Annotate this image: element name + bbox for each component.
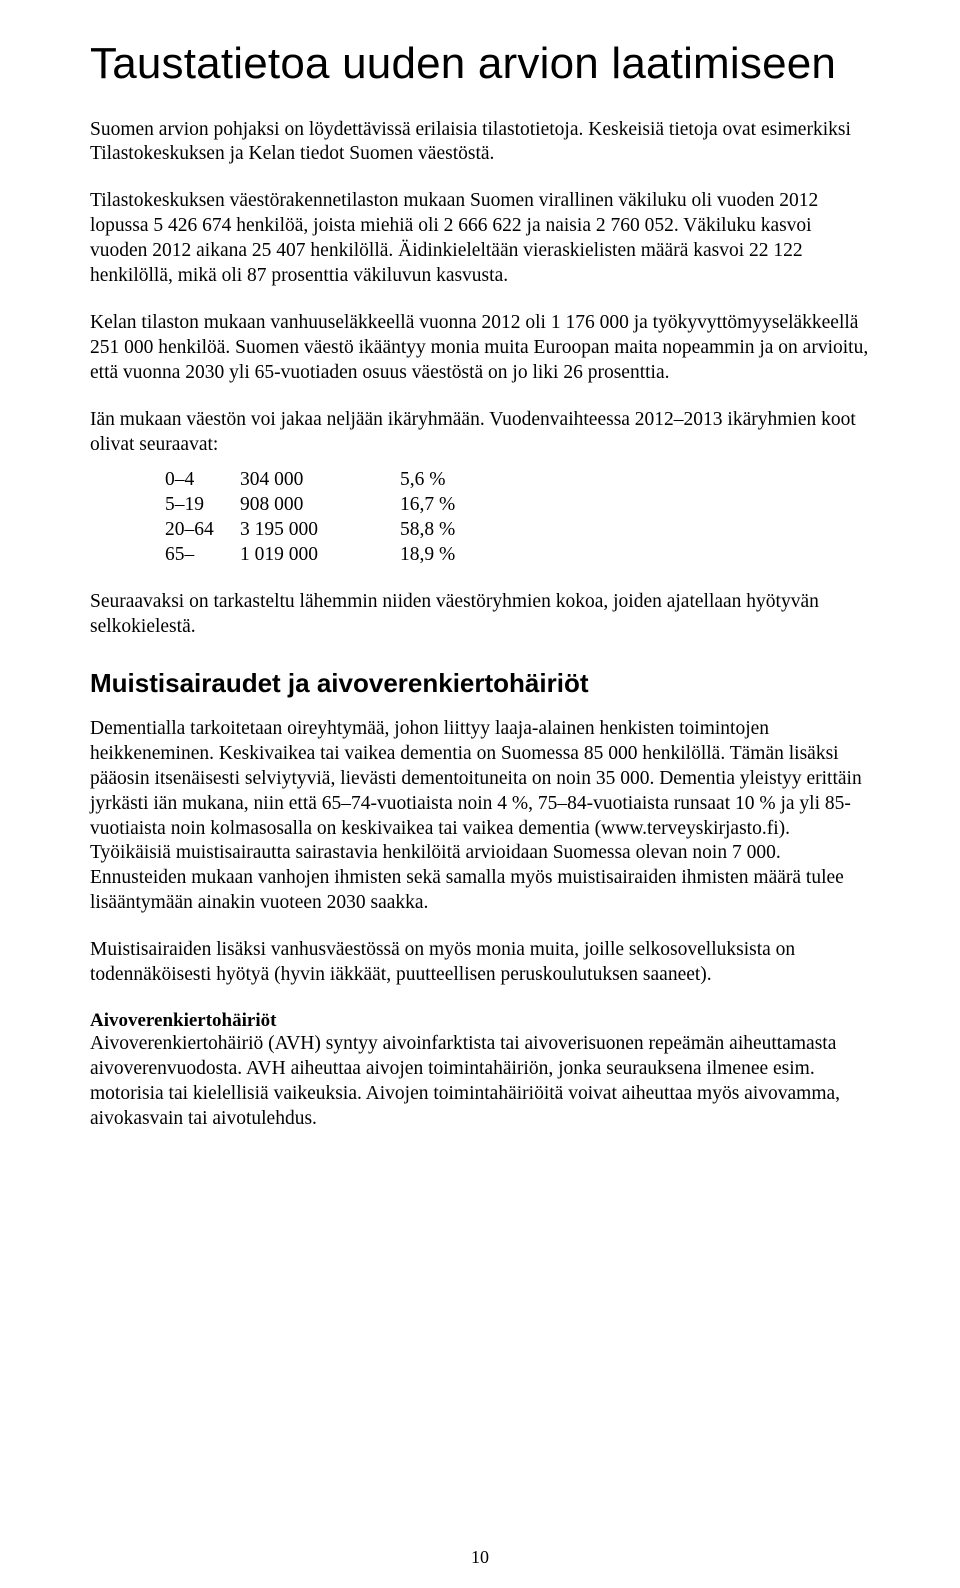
paragraph-intro: Suomen arvion pohjaksi on löydettävissä … <box>90 118 870 168</box>
age-count: 1 019 000 <box>240 543 400 568</box>
paragraph-kela-stats: Kelan tilaston mukaan vanhuuseläkkeellä … <box>90 311 870 386</box>
paragraph-followup: Seuraavaksi on tarkasteltu lähemmin niid… <box>90 590 870 640</box>
page-number: 10 <box>0 1547 960 1568</box>
age-count: 908 000 <box>240 493 400 518</box>
document-page: Taustatietoa uuden arvion laatimiseen Su… <box>0 0 960 1588</box>
age-group-table: 0–4 304 000 5,6 % 5–19 908 000 16,7 % 20… <box>90 468 870 568</box>
paragraph-dementia-2: Muistisairaiden lisäksi vanhusväestössä … <box>90 938 870 988</box>
sub-heading-avh: Aivoverenkiertohäiriöt <box>90 1010 870 1032</box>
table-row: 5–19 908 000 16,7 % <box>90 493 870 518</box>
age-count: 3 195 000 <box>240 518 400 543</box>
paragraph-agegroups-intro: Iän mukaan väestön voi jakaa neljään ikä… <box>90 408 870 458</box>
age-pct: 5,6 % <box>400 468 510 493</box>
table-row: 20–64 3 195 000 58,8 % <box>90 518 870 543</box>
paragraph-dementia-1: Dementialla tarkoitetaan oireyhtymää, jo… <box>90 717 870 917</box>
paragraph-population-stats: Tilastokeskuksen väestörakennetilaston m… <box>90 189 870 289</box>
age-pct: 18,9 % <box>400 543 510 568</box>
page-title: Taustatietoa uuden arvion laatimiseen <box>90 40 870 88</box>
age-range: 5–19 <box>90 493 240 518</box>
table-row: 65– 1 019 000 18,9 % <box>90 543 870 568</box>
age-range: 0–4 <box>90 468 240 493</box>
paragraph-avh: Aivoverenkiertohäiriö (AVH) syntyy aivoi… <box>90 1032 870 1132</box>
age-range: 20–64 <box>90 518 240 543</box>
table-row: 0–4 304 000 5,6 % <box>90 468 870 493</box>
age-pct: 16,7 % <box>400 493 510 518</box>
section-heading-dementia: Muistisairaudet ja aivoverenkiertohäiriö… <box>90 668 870 699</box>
age-range: 65– <box>90 543 240 568</box>
age-group-block: Iän mukaan väestön voi jakaa neljään ikä… <box>90 408 870 568</box>
age-pct: 58,8 % <box>400 518 510 543</box>
age-count: 304 000 <box>240 468 400 493</box>
